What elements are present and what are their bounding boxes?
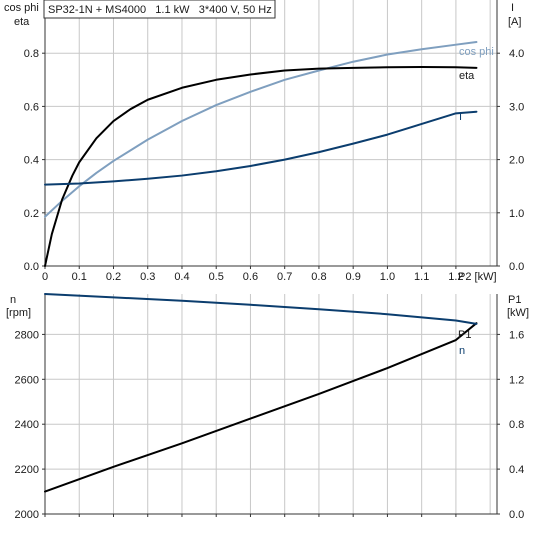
x-tick-label: 1.2 [448, 271, 463, 283]
top-left-tick-label: 0.2 [24, 208, 39, 220]
bottom-right-tick-label: 0.4 [509, 464, 524, 476]
axes-layer [42, 0, 500, 517]
top-right-axis-title-2: [A] [508, 16, 521, 28]
top-series-line-i [44, 110, 478, 186]
x-tick-label: 0.4 [174, 271, 189, 283]
top-left-axis-title-1: cos phi [4, 2, 39, 14]
bottom-right-axis-title-1: P1 [508, 294, 521, 306]
x-tick-label: 0.1 [72, 271, 87, 283]
series-label-p1: P1 [458, 329, 471, 341]
x-tick-label: 0.2 [106, 271, 121, 283]
bottom-right-tick-label: 0.8 [509, 419, 524, 431]
top-left-tick-label: 0.0 [24, 261, 39, 273]
bottom-left-tick-label: 2400 [15, 419, 39, 431]
top-right-tick-label: 1.0 [509, 208, 524, 220]
x-tick-label: 0.3 [140, 271, 155, 283]
bottom-series-line-p1 [44, 322, 478, 493]
x-tick-label: 1.0 [380, 271, 395, 283]
series-label-cosphi: cos phi [459, 46, 494, 58]
bottom-right-axis-title-2: [kW] [507, 307, 529, 319]
bottom-series-line-n [44, 293, 478, 325]
bottom-right-tick-label: 1.6 [509, 329, 524, 341]
top-right-tick-label: 4.0 [509, 48, 524, 60]
top-right-tick-label: 3.0 [509, 101, 524, 113]
bottom-left-tick-label: 2800 [15, 329, 39, 341]
bottom-left-tick-label: 2000 [15, 509, 39, 521]
chart-title: SP32-1N + MS4000 1.1 kW 3*400 V, 50 Hz [48, 4, 272, 16]
x-axis-label: P2 [kW] [458, 271, 497, 283]
bottom-left-tick-label: 2200 [15, 464, 39, 476]
grid-layer [45, 0, 497, 515]
x-tick-label: 1.1 [414, 271, 429, 283]
top-left-tick-label: 0.6 [24, 101, 39, 113]
x-tick-label: 0.8 [311, 271, 326, 283]
series-label-current: I [459, 111, 462, 123]
top-series-line-cos-phi [44, 41, 478, 218]
bottom-left-axis-title-2: [rpm] [6, 307, 31, 319]
x-tick-label: 0 [42, 271, 48, 283]
x-tick-label: 0.5 [209, 271, 224, 283]
top-right-tick-label: 2.0 [509, 155, 524, 167]
bottom-right-tick-label: 0.0 [509, 509, 524, 521]
series-label-eta: eta [459, 70, 475, 82]
top-left-tick-label: 0.8 [24, 48, 39, 60]
title-box [43, 0, 276, 19]
series-label-speed: n [459, 345, 465, 357]
top-series-line-eta [44, 66, 478, 267]
bottom-left-axis-title-1: n [10, 294, 16, 306]
bottom-right-tick-label: 1.2 [509, 374, 524, 386]
top-left-axis-title-2: eta [14, 16, 30, 28]
bottom-left-tick-label: 2600 [15, 374, 39, 386]
x-tick-label: 0.7 [277, 271, 292, 283]
series-layer [44, 41, 478, 493]
top-right-axis-title-1: I [511, 2, 514, 14]
x-tick-label: 0.6 [243, 271, 258, 283]
top-right-tick-label: 0.0 [509, 261, 524, 273]
top-left-tick-label: 0.4 [24, 155, 39, 167]
x-tick-label: 0.9 [346, 271, 361, 283]
text-layer: SP32-1N + MS4000 1.1 kW 3*400 V, 50 Hz c… [4, 0, 529, 521]
